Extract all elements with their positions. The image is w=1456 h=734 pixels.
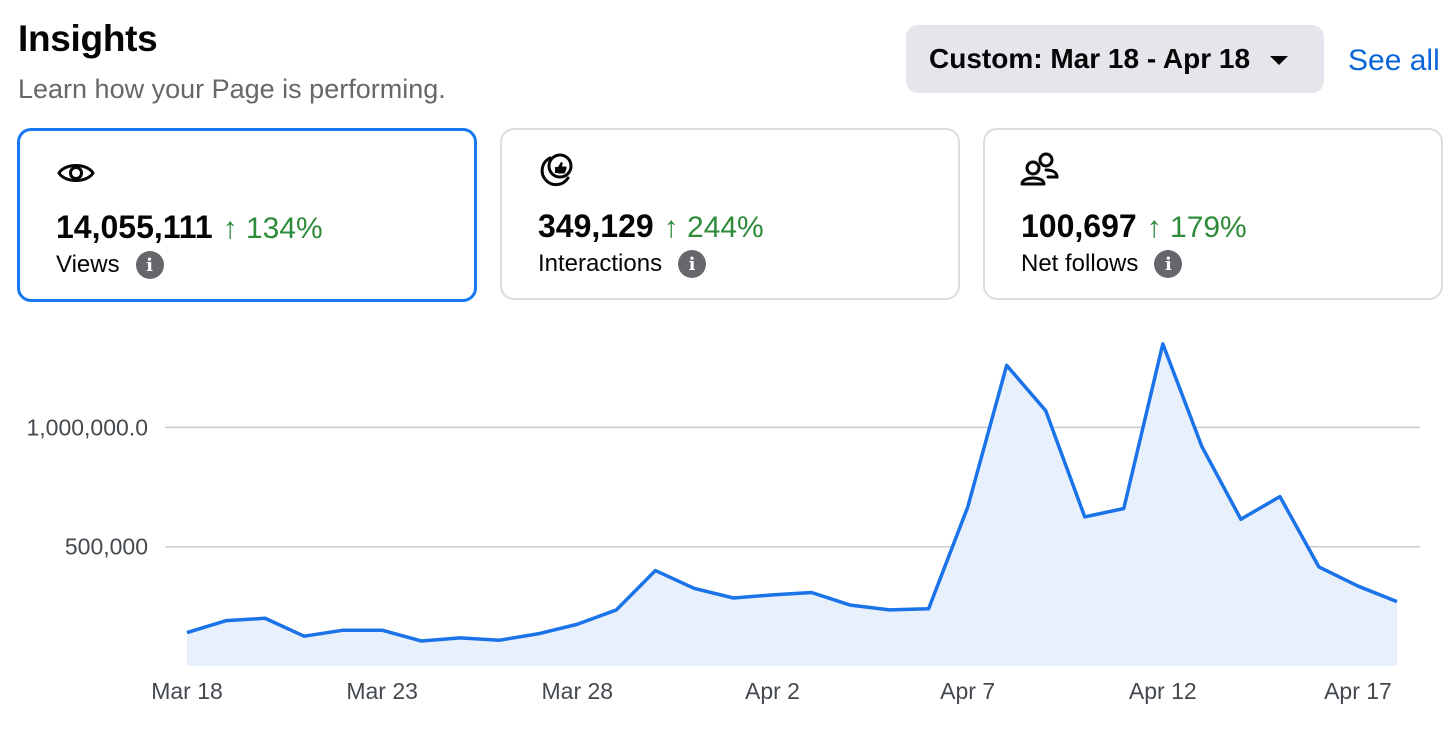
data-point[interactable] [688, 582, 700, 594]
data-point[interactable] [1196, 440, 1208, 452]
info-icon[interactable]: i [678, 250, 707, 278]
data-point[interactable] [1040, 405, 1052, 417]
net-follows-delta: ↑ 179% [1146, 211, 1247, 244]
data-point[interactable] [571, 618, 583, 630]
x-tick-label: Mar 18 [151, 678, 223, 704]
data-point[interactable] [806, 587, 818, 599]
y-tick-label: 500,000 [65, 534, 148, 560]
page-subtitle: Learn how your Page is performing. [18, 74, 446, 104]
data-point[interactable] [1118, 503, 1130, 515]
data-point[interactable] [415, 635, 427, 647]
data-point[interactable] [220, 615, 232, 627]
data-point[interactable] [259, 612, 271, 624]
series-line [186, 342, 1398, 643]
data-point[interactable] [337, 624, 349, 636]
data-point[interactable] [454, 632, 466, 644]
x-tick-label: Mar 28 [542, 678, 614, 704]
data-point[interactable] [766, 589, 778, 601]
net-follows-label: Net follows [1021, 250, 1139, 277]
data-point[interactable] [884, 604, 896, 616]
x-tick-label: Apr 7 [940, 678, 995, 704]
data-point[interactable] [1391, 596, 1403, 608]
x-tick-label: Apr 12 [1129, 678, 1197, 704]
data-point[interactable] [1313, 561, 1325, 573]
date-range-label: Custom: Mar 18 - Apr 18 [929, 43, 1251, 74]
data-point[interactable] [1235, 513, 1247, 525]
views-chart[interactable]: 500,000 1,000,000.0 Mar 18 Mar 23 Mar 28 Apr … [0, 320, 1456, 730]
net-follows-value: 100,697 [1021, 208, 1137, 244]
net-follows-card[interactable]: 100,697 ↑ 179% Net follows i [983, 128, 1443, 300]
info-icon[interactable]: i [1154, 250, 1183, 278]
interactions-label: Interactions [538, 250, 663, 277]
x-tick-label: Apr 17 [1324, 678, 1392, 704]
data-point[interactable] [376, 624, 388, 636]
x-tick-label: Mar 23 [346, 678, 418, 704]
data-point[interactable] [610, 604, 622, 616]
data-point[interactable] [845, 599, 857, 611]
people-icon [1020, 152, 1059, 186]
data-point[interactable] [1352, 580, 1364, 592]
series-area [187, 343, 1397, 666]
data-point[interactable] [1274, 491, 1286, 503]
data-point[interactable] [649, 565, 661, 577]
eye-icon [57, 164, 95, 182]
date-range-dropdown[interactable]: Custom: Mar 18 - Apr 18 [906, 25, 1324, 93]
interactions-icon [540, 153, 573, 187]
data-point[interactable] [923, 603, 935, 615]
see-all-link[interactable]: See all [1348, 44, 1440, 77]
data-point[interactable] [727, 592, 739, 604]
x-tick-label: Apr 2 [745, 678, 800, 704]
interactions-card[interactable]: 349,129 ↑ 244% Interactions i [500, 128, 960, 300]
data-point[interactable] [962, 501, 974, 513]
views-card[interactable]: 14,055,111 ↑ 134% Views i [17, 128, 477, 302]
views-delta: ↑ 134% [222, 212, 323, 245]
caret-down-icon [1270, 55, 1289, 65]
interactions-delta: ↑ 244% [663, 211, 764, 244]
data-point[interactable] [1001, 359, 1013, 371]
views-label: Views [56, 251, 120, 278]
data-point[interactable] [1079, 511, 1091, 523]
data-point[interactable] [493, 634, 505, 646]
data-point[interactable] [532, 628, 544, 640]
interactions-value: 349,129 [538, 208, 654, 244]
info-icon[interactable]: i [135, 251, 164, 279]
data-point[interactable] [1157, 338, 1169, 350]
views-value: 14,055,111 [56, 209, 213, 245]
data-point[interactable] [181, 627, 193, 639]
y-tick-label: 1,000,000.0 [26, 414, 148, 440]
data-point[interactable] [298, 630, 310, 642]
page-title: Insights [18, 18, 158, 59]
